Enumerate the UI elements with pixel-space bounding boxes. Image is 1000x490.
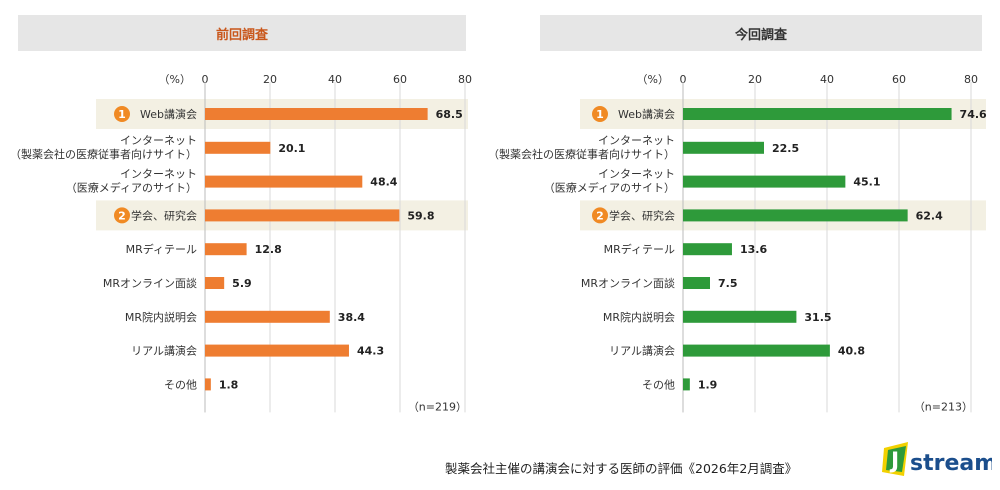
- category-label: （製薬会社の医療従事者向けサイト）: [10, 147, 197, 161]
- x-tick-label: 40: [328, 73, 342, 86]
- sample-size-label: （n=219）: [408, 400, 467, 413]
- data-label: 62.4: [916, 209, 943, 222]
- data-label: 31.5: [804, 311, 831, 324]
- bar: [683, 175, 846, 188]
- rank-badge: [114, 106, 130, 122]
- bar: [205, 310, 330, 323]
- current-survey-title: 今回調査: [540, 15, 982, 51]
- category-label: インターネット: [598, 168, 675, 181]
- category-label: その他: [164, 378, 197, 391]
- category-label: インターネット: [598, 134, 675, 147]
- bar: [683, 243, 732, 256]
- rank-number: 1: [118, 108, 126, 121]
- rank-number: 2: [118, 209, 126, 222]
- category-label: MRディテール: [126, 242, 197, 256]
- category-label: リアル講演会: [609, 344, 675, 358]
- category-label: リアル講演会: [131, 344, 197, 358]
- data-label: 22.5: [772, 142, 799, 155]
- x-tick-label: 80: [458, 73, 472, 86]
- bar: [683, 277, 710, 289]
- category-label: MRオンライン面談: [581, 276, 675, 290]
- category-label: Web講演会: [140, 107, 197, 121]
- data-label: 1.9: [698, 378, 718, 391]
- bar: [205, 108, 428, 120]
- data-label: 13.6: [740, 243, 767, 256]
- category-label: Web講演会: [618, 107, 675, 121]
- rank-number: 1: [596, 108, 604, 121]
- data-label: 7.5: [718, 277, 738, 290]
- bar: [683, 209, 908, 222]
- bar: [205, 141, 271, 154]
- category-label: （医療メディアのサイト）: [544, 181, 675, 195]
- category-label: MR院内説明会: [603, 310, 675, 324]
- bar: [205, 378, 211, 391]
- jstream-j-logo-icon: J: [882, 442, 908, 476]
- x-tick-label: 0: [202, 73, 209, 86]
- x-tick-label: 60: [892, 73, 906, 86]
- previous-survey-title: 前回調査: [18, 15, 466, 51]
- rank-number: 2: [596, 209, 604, 222]
- data-label: 74.6: [960, 108, 987, 121]
- bar: [205, 243, 247, 256]
- category-label: インターネット: [120, 134, 197, 147]
- data-label: 1.8: [219, 378, 239, 391]
- data-label: 38.4: [338, 311, 365, 324]
- bar: [205, 175, 363, 188]
- category-label: インターネット: [120, 168, 197, 181]
- data-label: 5.9: [232, 277, 252, 290]
- x-tick-label: 80: [964, 73, 978, 86]
- bar: [205, 209, 400, 222]
- data-label: 48.4: [370, 176, 397, 189]
- category-label: MR院内説明会: [125, 310, 197, 324]
- logo-wordmark: stream: [910, 451, 992, 476]
- category-label: （製薬会社の医療従事者向けサイト）: [488, 147, 675, 161]
- bar: [683, 344, 830, 357]
- footer-caption: 製薬会社主催の講演会に対する医師の評価《2026年2月調査》: [445, 461, 798, 476]
- rank-badge: [592, 106, 608, 122]
- data-label: 68.5: [436, 108, 463, 121]
- bar: [683, 141, 764, 154]
- sample-size-label: （n=213）: [914, 400, 973, 413]
- previous-survey-panel: 前回調査 0 20 40 60 80 （%） Web講演会 1 68.5 インターネット （製薬会社…: [10, 15, 488, 415]
- current-survey-panel: 今回調査 0 20 40 60 80 （%） Web講演会 1 74.6 インターネット （製薬会社…: [488, 15, 990, 415]
- x-tick-label: 20: [263, 73, 277, 86]
- bar: [683, 310, 797, 323]
- bar: [683, 108, 952, 120]
- data-label: 20.1: [278, 142, 305, 155]
- data-label: 59.8: [407, 209, 434, 222]
- rank-badge: [114, 207, 130, 224]
- category-label: 学会、研究会: [609, 208, 675, 222]
- category-label: （医療メディアのサイト）: [66, 181, 197, 195]
- unit-label: （%）: [637, 73, 669, 86]
- jstream-logo: J stream: [882, 442, 992, 476]
- category-label: その他: [642, 378, 675, 391]
- x-tick-label: 0: [680, 73, 687, 86]
- data-label: 44.3: [357, 345, 384, 358]
- svg-text:J: J: [889, 449, 899, 474]
- x-tick-label: 40: [820, 73, 834, 86]
- rank-badge: [592, 207, 608, 224]
- bar: [683, 378, 690, 391]
- category-label: MRディテール: [604, 242, 675, 256]
- category-label: 学会、研究会: [131, 208, 197, 222]
- x-tick-label: 60: [393, 73, 407, 86]
- bar: [205, 344, 349, 357]
- category-label: MRオンライン面談: [103, 276, 197, 290]
- bar: [205, 277, 225, 289]
- data-label: 12.8: [255, 243, 282, 256]
- x-tick-label: 20: [748, 73, 762, 86]
- data-label: 40.8: [838, 345, 865, 358]
- unit-label: （%）: [159, 73, 191, 86]
- data-label: 45.1: [853, 176, 880, 189]
